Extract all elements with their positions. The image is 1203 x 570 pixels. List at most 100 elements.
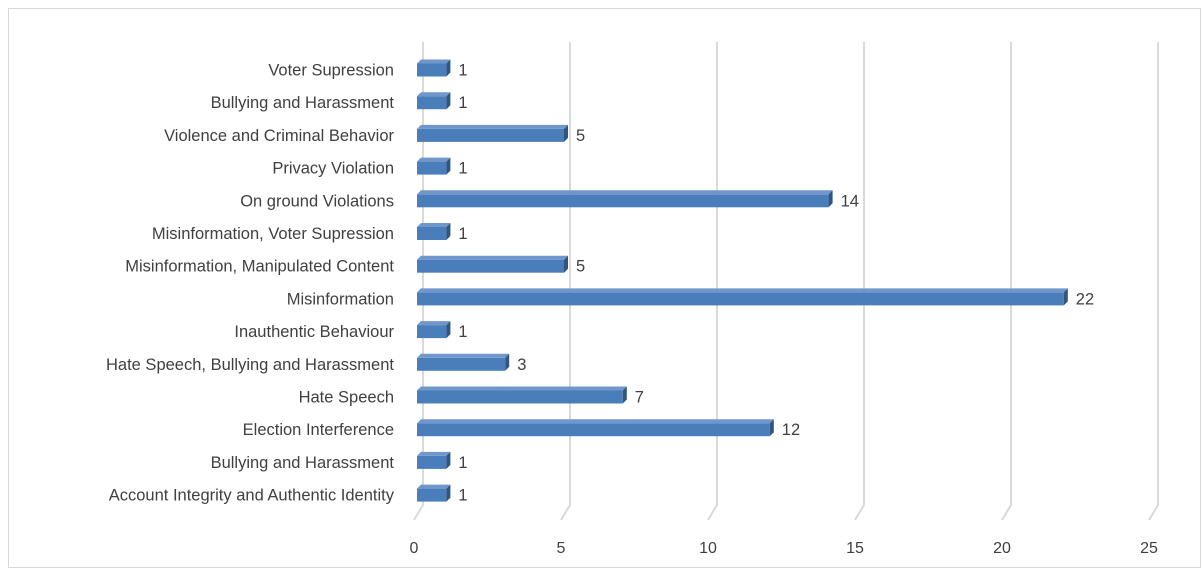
bar-top xyxy=(417,386,627,391)
bar-front xyxy=(417,423,770,437)
bar-front xyxy=(417,161,447,175)
bar-front xyxy=(417,455,447,469)
bar-side xyxy=(446,59,451,77)
data-label: 7 xyxy=(635,389,644,407)
bar-side xyxy=(446,92,451,110)
category-labels: Voter Supression Bullying and Harassment V… xyxy=(106,62,395,505)
gridline xyxy=(560,42,571,521)
bar-side xyxy=(505,353,510,371)
x-tick-label: 10 xyxy=(699,540,717,557)
bar-top xyxy=(417,190,833,195)
category-label: Voter Supression xyxy=(268,62,394,80)
bar-side xyxy=(446,451,451,469)
x-axis-ticks: 0 5 10 15 20 25 xyxy=(410,540,1158,557)
data-label: 1 xyxy=(458,323,467,341)
bar xyxy=(417,288,1068,306)
bar xyxy=(417,386,627,404)
bar-front xyxy=(417,488,447,502)
bar-front xyxy=(417,194,829,208)
x-tick-label: 15 xyxy=(846,540,864,557)
bar-side xyxy=(1063,288,1068,306)
data-label: 5 xyxy=(576,258,585,276)
bar xyxy=(417,92,451,110)
category-label: Violence and Criminal Behavior xyxy=(164,127,394,145)
bar xyxy=(417,419,774,437)
bars xyxy=(417,59,1068,502)
data-label: 1 xyxy=(458,94,467,112)
category-label: Misinformation, Voter Supression xyxy=(152,225,394,243)
bar-front xyxy=(417,292,1064,306)
x-tick-label: 25 xyxy=(1140,540,1158,557)
bar-front xyxy=(417,96,447,110)
bar xyxy=(417,190,833,208)
bar xyxy=(417,484,451,502)
bar xyxy=(417,124,568,142)
bar-side xyxy=(446,157,451,175)
data-label: 22 xyxy=(1076,290,1094,308)
data-label: 1 xyxy=(458,225,467,243)
bar-front xyxy=(417,357,506,371)
data-label: 12 xyxy=(782,421,800,439)
category-label: Inauthentic Behaviour xyxy=(234,323,394,341)
bar-side xyxy=(564,255,568,273)
data-label: 3 xyxy=(517,356,526,374)
bar-top xyxy=(417,353,510,358)
bar-front xyxy=(417,63,447,77)
bar-side xyxy=(564,124,568,142)
gridline xyxy=(1001,42,1012,521)
bar-top xyxy=(417,288,1068,293)
category-label: Hate Speech xyxy=(299,389,394,407)
chart-frame xyxy=(8,8,1201,568)
gridline xyxy=(413,42,424,521)
gridline xyxy=(707,42,718,521)
bar xyxy=(417,59,451,77)
bar-front xyxy=(417,227,447,240)
bar xyxy=(417,157,451,175)
data-label: 14 xyxy=(841,192,859,210)
category-label: Bullying and Harassment xyxy=(211,94,395,112)
bar xyxy=(417,321,451,339)
data-label: 1 xyxy=(458,160,467,178)
gridline xyxy=(1148,42,1159,521)
category-label: Hate Speech, Bullying and Harassment xyxy=(106,356,394,374)
bar-side xyxy=(769,419,774,437)
category-label: Privacy Violation xyxy=(272,160,394,178)
bar-side xyxy=(446,321,451,339)
x-tick-label: 5 xyxy=(557,540,566,557)
bar-front xyxy=(417,325,447,339)
bar-top xyxy=(417,419,774,424)
bar-top xyxy=(417,255,568,260)
bar-top xyxy=(417,59,451,64)
bar xyxy=(417,451,451,469)
category-label: Account Integrity and Authentic Identity xyxy=(109,487,395,505)
bar-top xyxy=(417,92,451,97)
bar xyxy=(417,223,451,240)
x-tick-label: 0 xyxy=(410,540,419,557)
bar-top xyxy=(417,157,451,162)
bar-front xyxy=(417,128,564,142)
gridline xyxy=(854,42,865,521)
data-label: 1 xyxy=(458,487,467,505)
bar-front xyxy=(417,390,623,404)
category-label: Election Interference xyxy=(243,421,394,439)
bar-side xyxy=(446,484,451,502)
bar-top xyxy=(417,484,451,489)
category-label: Bullying and Harassment xyxy=(211,454,395,472)
bar-top xyxy=(417,321,451,326)
x-tick-label: 20 xyxy=(993,540,1011,557)
bar-front xyxy=(417,259,564,273)
bar-top xyxy=(417,124,568,129)
category-label: On ground Violations xyxy=(240,192,394,210)
data-labels: 1 1 5 1 14 1 5 22 1 3 7 12 1 1 xyxy=(458,62,1094,505)
bar xyxy=(417,353,510,371)
data-label: 1 xyxy=(458,454,467,472)
bar-top xyxy=(417,223,451,227)
bar-top xyxy=(417,451,451,456)
bar-side xyxy=(446,223,451,240)
data-label: 1 xyxy=(458,62,467,80)
gridlines xyxy=(413,42,1159,521)
bar xyxy=(417,255,568,273)
bar-side xyxy=(828,190,833,208)
bar-side xyxy=(622,386,627,404)
